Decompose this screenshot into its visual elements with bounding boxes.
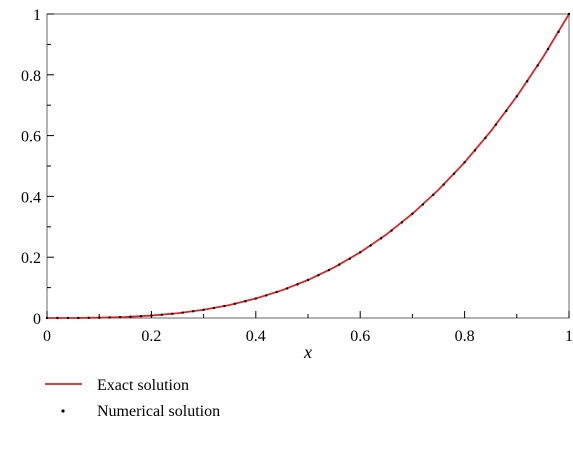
numerical-solution-point-23	[285, 287, 289, 290]
x-tick-label-1: 0.2	[141, 328, 161, 345]
numerical-solution-point-9	[139, 315, 143, 318]
numerical-solution-point-36	[421, 203, 425, 206]
numerical-solution-point-49	[557, 30, 560, 34]
x-tick-label-5: 1	[565, 328, 573, 345]
x-axis-title: x	[303, 342, 312, 362]
numerical-solution-point-30	[359, 251, 362, 254]
numerical-solution-point-10	[150, 314, 153, 317]
series-group	[45, 12, 571, 320]
numerical-solution-point-4	[87, 316, 90, 320]
numerical-solution-point-21	[265, 294, 268, 297]
numerical-solution-point-45	[515, 95, 518, 98]
numerical-solution-point-26	[317, 274, 320, 277]
series-exact-solution-line	[46, 13, 570, 319]
numerical-solution-point-22	[275, 290, 278, 294]
y-tick-label-2: 0.4	[21, 189, 41, 206]
numerical-solution-point-0	[45, 316, 49, 320]
y-tick-label-0: 0	[33, 311, 41, 328]
legend-numerical-label: Numerical solution	[97, 403, 220, 420]
numerical-solution-point-37	[432, 193, 435, 197]
numerical-solution-point-48	[546, 47, 550, 51]
x-tick-label-4: 0.8	[455, 328, 475, 345]
numerical-solution-point-46	[526, 80, 529, 83]
numerical-solution-point-11	[160, 313, 164, 316]
y-tick-label-3: 0.6	[21, 129, 41, 146]
x-tick-label-2: 0.4	[246, 328, 266, 345]
numerical-solution-point-14	[191, 310, 195, 313]
axis-ticks	[46, 13, 570, 319]
numerical-solution-point-3	[77, 316, 80, 320]
legend: Exact solution Numerical solution	[45, 377, 220, 420]
x-tick-label-0: 0	[43, 328, 51, 345]
numerical-solution-point-27	[327, 268, 331, 272]
numerical-solution-point-38	[442, 183, 445, 186]
numerical-solution-point-18	[233, 302, 237, 306]
numerical-solution-point-7	[118, 315, 122, 319]
numerical-solution-point-43	[494, 123, 498, 126]
numerical-solution-point-33	[390, 229, 393, 232]
axis-tick-labels: 0 0.2 0.4 0.6 0.8 1 0 0.2 0.4 0.6 0.8 1	[21, 7, 573, 345]
numerical-solution-point-31	[369, 244, 372, 247]
numerical-solution-point-24	[296, 283, 299, 286]
plot-frame	[46, 13, 570, 319]
numerical-solution-point-47	[536, 64, 539, 67]
numerical-solution-point-8	[129, 315, 132, 318]
numerical-solution-point-16	[212, 306, 216, 310]
numerical-solution-point-32	[379, 237, 383, 240]
numerical-solution-point-6	[108, 316, 111, 319]
numerical-solution-point-39	[452, 172, 456, 175]
numerical-solution-point-12	[171, 312, 174, 316]
numerical-solution-point-20	[254, 297, 257, 300]
numerical-solution-point-25	[306, 278, 310, 282]
y-tick-label-5: 1	[33, 7, 41, 24]
numerical-solution-point-50	[567, 12, 571, 16]
numerical-solution-point-41	[473, 149, 477, 152]
y-tick-label-1: 0.2	[21, 250, 41, 267]
numerical-solution-point-35	[411, 212, 414, 215]
numerical-solution-point-17	[223, 304, 226, 308]
numerical-solution-point-34	[400, 221, 404, 224]
x-tick-label-3: 0.6	[350, 328, 370, 345]
numerical-solution-point-42	[484, 136, 487, 140]
numerical-solution-point-1	[56, 316, 59, 320]
y-tick-label-4: 0.8	[21, 68, 41, 85]
numerical-solution-point-19	[244, 300, 247, 303]
numerical-solution-point-29	[348, 257, 351, 260]
legend-exact-label: Exact solution	[97, 377, 189, 394]
numerical-solution-point-28	[338, 263, 341, 266]
legend-numerical-swatch	[61, 409, 65, 413]
numerical-solution-point-2	[66, 316, 70, 320]
numerical-solution-point-40	[463, 161, 466, 164]
numerical-solution-point-44	[505, 109, 508, 113]
numerical-solution-point-15	[202, 308, 205, 311]
numerical-solution-point-13	[181, 311, 184, 314]
numerical-solution-point-5	[98, 316, 101, 319]
